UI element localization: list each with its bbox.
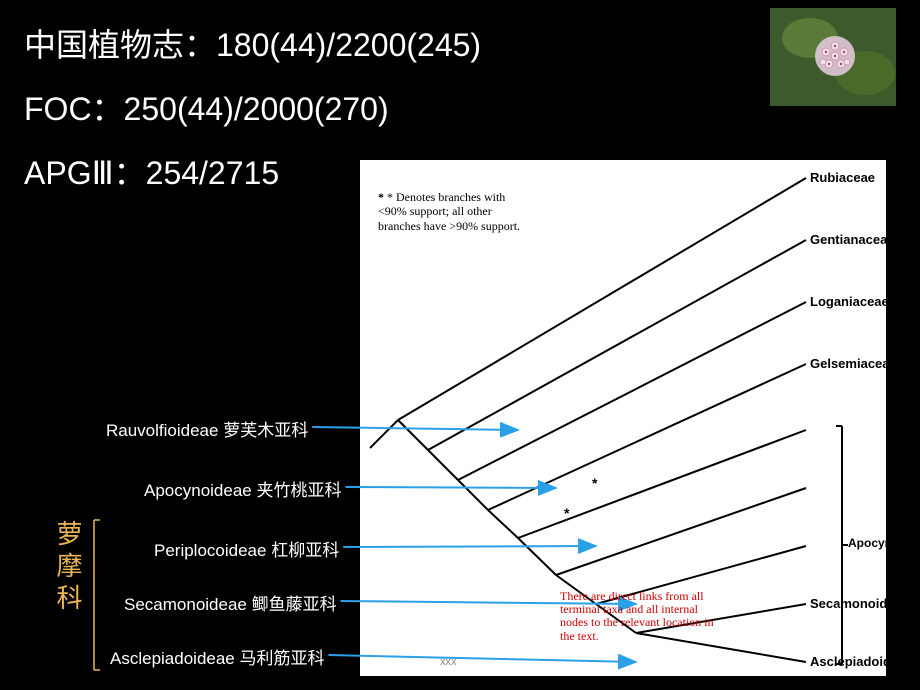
tip-label: Secamonoideae [810,596,909,611]
apocynaceae-label: Apocynaceae [848,536,920,550]
subfamily-label: Asclepiadoideae 马利筋亚科 [110,644,324,669]
stat-line-2: FOC：250(44)/2000(270) [24,84,389,130]
tip-label: Loganiaceae [810,294,889,309]
tip-label: Gentianaceae [810,232,895,247]
red-note: There are direct links from all terminal… [560,590,720,643]
subfamily-label: Apocynoideae 夹竹桃亚科 [144,476,341,501]
stat-line-1: 中国植物志：180(44)/2200(245) [24,20,481,66]
tip-label: Rubiaceae [810,170,875,185]
flower-photo [770,8,896,106]
footer-text: xxx [440,656,457,668]
tip-label: Gelsemiaceae [810,356,897,371]
subfamily-label: Periplocoideae 杠柳亚科 [154,536,339,561]
stat-line-3: APGⅢ：254/2715 [24,148,279,194]
support-note: * * Denotes branches with <90% support; … [378,190,528,233]
subfamily-label: Secamonoideae 鲫鱼藤亚科 [124,590,337,615]
support-note-text: * Denotes branches with <90% support; al… [378,190,520,233]
page-number: 2 [894,654,902,670]
subfamily-label: Rauvolfioideae 萝芙木亚科 [106,416,308,441]
vertical-cn-label: 萝摩科 [50,520,87,616]
